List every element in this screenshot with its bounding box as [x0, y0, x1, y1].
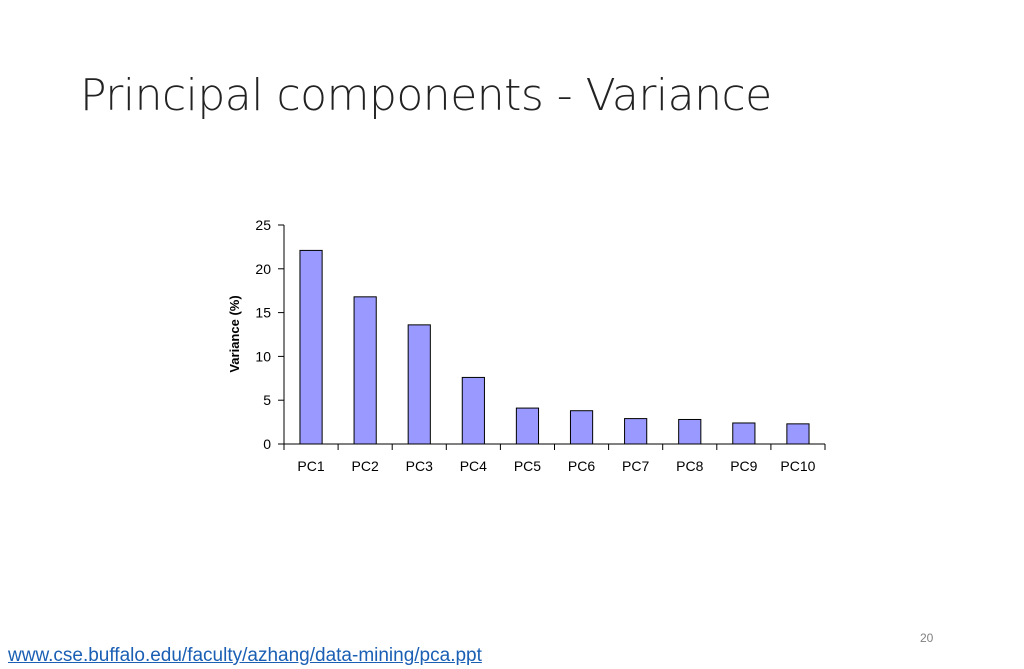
y-tick-label: 15 — [255, 305, 271, 321]
bar-pc9 — [732, 422, 756, 445]
slide-title: Principal components - Variance — [80, 70, 772, 121]
x-tick-label: PC8 — [676, 458, 703, 474]
x-tick-label: PC1 — [297, 458, 324, 474]
y-axis: 0 5 10 15 20 25 — [255, 217, 285, 452]
x-axis: PC1 PC2 PC3 PC4 PC5 PC6 PC7 PC8 PC9 PC10 — [283, 443, 826, 474]
y-tick-label: 25 — [255, 217, 271, 233]
y-tick-label: 10 — [255, 348, 271, 364]
x-tick-label: PC5 — [514, 458, 541, 474]
bar-pc8 — [678, 418, 702, 445]
source-link[interactable]: www.cse.buffalo.edu/faculty/azhang/data-… — [8, 645, 482, 666]
x-tick-label: PC4 — [460, 458, 487, 474]
bar-pc7 — [624, 418, 648, 445]
x-tick-label: PC6 — [568, 458, 595, 474]
bar-pc4 — [461, 376, 485, 445]
y-axis-label: Variance (%) — [227, 295, 242, 372]
x-tick-label: PC9 — [730, 458, 757, 474]
bar-pc6 — [569, 410, 594, 445]
bar-pc3 — [407, 324, 431, 445]
y-tick-label: 5 — [263, 392, 271, 408]
y-tick-label: 0 — [263, 436, 271, 452]
bar-pc10 — [786, 423, 810, 445]
x-tick-label: PC2 — [352, 458, 379, 474]
page-number: 20 — [920, 631, 934, 645]
bar-pc1 — [299, 249, 323, 445]
x-tick-label: PC7 — [622, 458, 649, 474]
x-tick-label: PC10 — [780, 458, 815, 474]
bar-pc2 — [353, 296, 377, 445]
bars — [299, 249, 810, 445]
y-tick-label: 20 — [255, 261, 271, 277]
x-tick-label: PC3 — [406, 458, 433, 474]
bar-pc5 — [515, 407, 540, 445]
